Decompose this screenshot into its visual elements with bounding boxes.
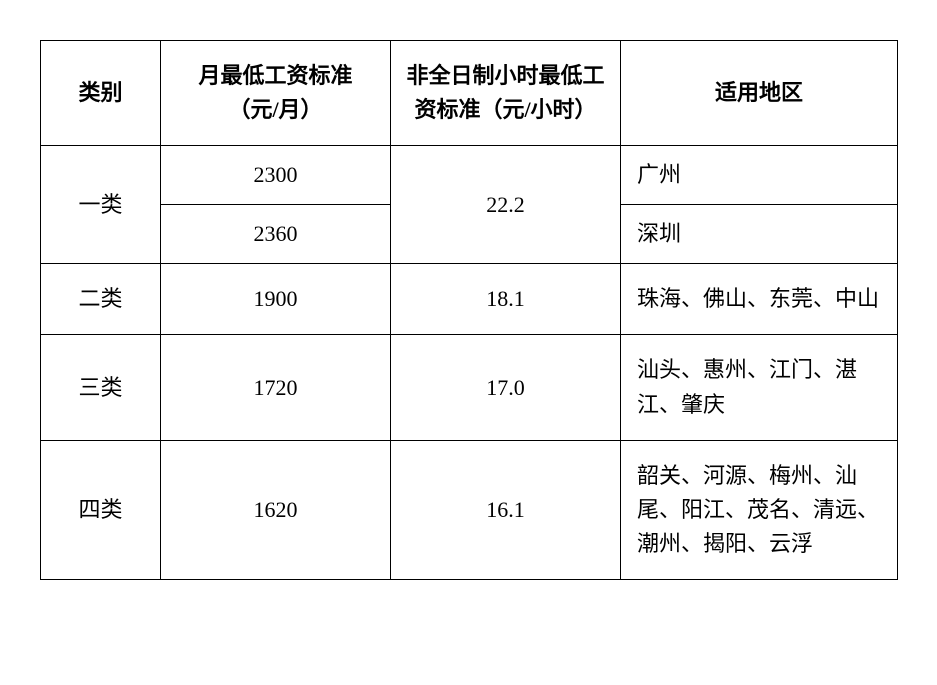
cell-hourly: 17.0 — [391, 335, 621, 440]
table-row: 一类 2300 22.2 广州 — [41, 146, 898, 205]
cell-category: 二类 — [41, 264, 161, 335]
cell-region: 珠海、佛山、东莞、中山 — [621, 264, 898, 335]
header-hourly: 非全日制小时最低工资标准（元/小时） — [391, 41, 621, 146]
table-row: 二类 1900 18.1 珠海、佛山、东莞、中山 — [41, 264, 898, 335]
cell-region: 汕头、惠州、江门、湛江、肇庆 — [621, 335, 898, 440]
table-row: 四类 1620 16.1 韶关、河源、梅州、汕尾、阳江、茂名、清远、潮州、揭阳、… — [41, 440, 898, 579]
cell-region: 深圳 — [621, 205, 898, 264]
cell-region: 广州 — [621, 146, 898, 205]
cell-region: 韶关、河源、梅州、汕尾、阳江、茂名、清远、潮州、揭阳、云浮 — [621, 440, 898, 579]
cell-monthly: 1720 — [161, 335, 391, 440]
cell-category: 三类 — [41, 335, 161, 440]
header-category: 类别 — [41, 41, 161, 146]
table-row: 三类 1720 17.0 汕头、惠州、江门、湛江、肇庆 — [41, 335, 898, 440]
cell-monthly: 1620 — [161, 440, 391, 579]
minimum-wage-table: 类别 月最低工资标准（元/月） 非全日制小时最低工资标准（元/小时） 适用地区 … — [40, 40, 898, 580]
cell-monthly: 1900 — [161, 264, 391, 335]
cell-hourly: 18.1 — [391, 264, 621, 335]
header-regions: 适用地区 — [621, 41, 898, 146]
table-header-row: 类别 月最低工资标准（元/月） 非全日制小时最低工资标准（元/小时） 适用地区 — [41, 41, 898, 146]
header-monthly: 月最低工资标准（元/月） — [161, 41, 391, 146]
cell-hourly: 22.2 — [391, 146, 621, 264]
cell-monthly: 2360 — [161, 205, 391, 264]
cell-monthly: 2300 — [161, 146, 391, 205]
cell-category: 四类 — [41, 440, 161, 579]
cell-category: 一类 — [41, 146, 161, 264]
cell-hourly: 16.1 — [391, 440, 621, 579]
